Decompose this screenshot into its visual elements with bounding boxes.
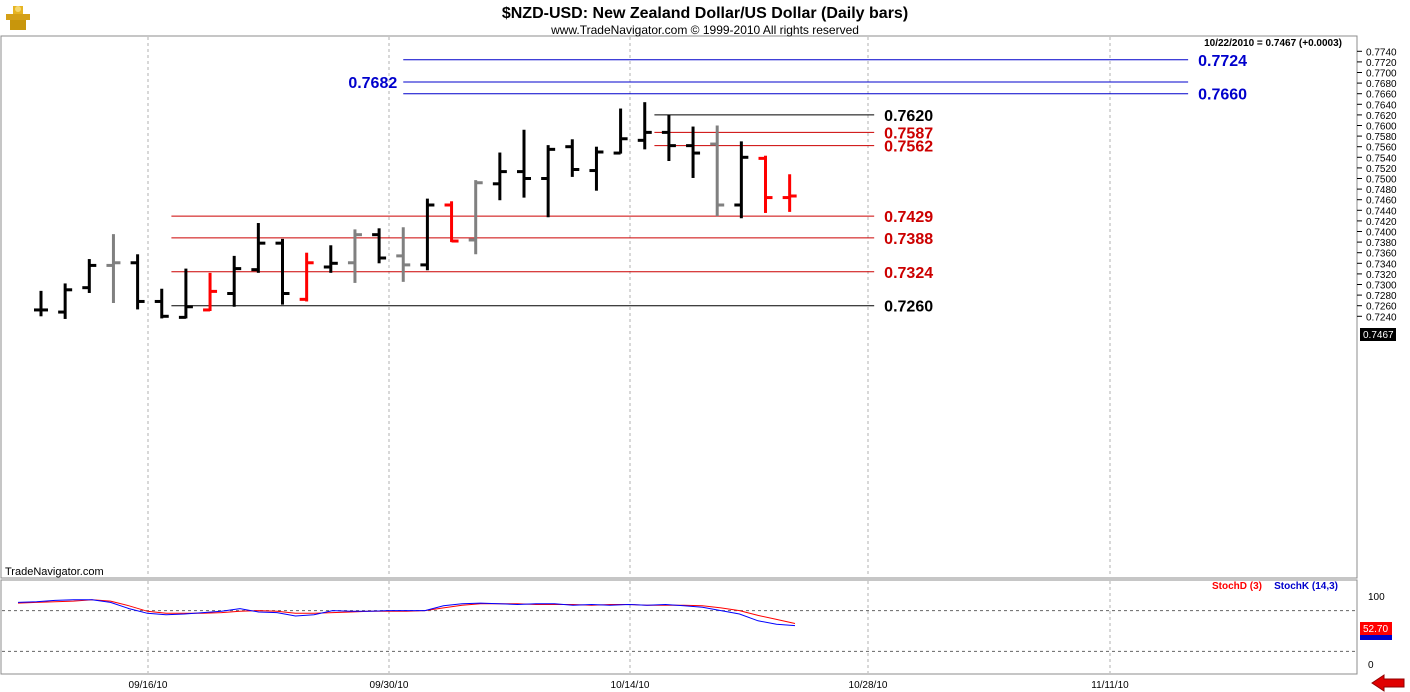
ohlc-bar [565,139,580,177]
date-tick-label: 09/30/10 [370,680,409,691]
price-tick-label: 0.7660 [1366,90,1397,101]
ohlc-bar [130,254,145,310]
date-tick-label: 11/11/10 [1091,680,1129,691]
stochd-line [17,599,796,624]
price-tick-label: 0.7400 [1366,228,1397,239]
last-quote-label: 10/22/2010 = 0.7467 (+0.0003) [1204,38,1342,49]
ohlc-bar [468,180,483,255]
level-label: 0.7620 [884,108,933,125]
ohlc-bar [299,252,314,302]
ohlc-bar [492,152,507,201]
price-tick-label: 0.7680 [1366,79,1397,90]
stoch-value-label: 52.70 [1363,624,1388,635]
ohlc-bar [420,198,435,271]
stoch-value-marker-under [1360,635,1392,640]
price-tick-label: 0.7300 [1366,281,1397,292]
grid-lines [2,37,1356,673]
level-label: 0.7724 [1198,53,1247,70]
price-tick-label: 0.7260 [1366,302,1397,313]
stochk-line [17,599,796,627]
level-label: 0.7388 [884,231,933,248]
level-label: 0.7682 [348,75,397,92]
date-tick-label: 10/28/10 [849,680,888,691]
level-label: 0.7324 [884,265,933,282]
last-price-label: 0.7467 [1363,330,1394,341]
price-tick-label: 0.7720 [1366,58,1397,69]
level-label: 0.7587 [884,125,933,142]
chart-subtitle: www.TradeNavigator.com © 1999-2010 All r… [550,23,859,37]
price-bars [34,102,797,319]
ohlc-bar [275,238,290,305]
ohlc-bar [444,201,459,243]
price-tick-label: 0.7240 [1366,312,1397,323]
price-tick-label: 0.7380 [1366,238,1397,249]
ohlc-bar [203,272,218,312]
price-tick-label: 0.7280 [1366,291,1397,302]
ohlc-bar [347,229,362,283]
price-tick-label: 0.7700 [1366,69,1397,80]
ohlc-bar [613,108,628,155]
price-tick-label: 0.7520 [1366,164,1397,175]
ohlc-bar [782,174,797,212]
price-tick-label: 0.7620 [1366,111,1397,122]
ohlc-bar [178,268,193,319]
level-label: 0.7660 [1198,87,1247,104]
level-label: 0.7260 [884,299,933,316]
trade-navigator-logo-icon [6,6,30,30]
price-tick-label: 0.7360 [1366,249,1397,260]
price-tick-label: 0.7480 [1366,185,1397,196]
chart-title: $NZD-USD: New Zealand Dollar/US Dollar (… [502,5,908,22]
price-tick-label: 0.7420 [1366,217,1397,228]
stoch-value-marker [1360,622,1392,635]
price-tick-label: 0.7500 [1366,175,1397,186]
ohlc-bar [227,255,242,307]
ohlc-bar [758,155,773,213]
price-tick-label: 0.7580 [1366,132,1397,143]
level-label: 0.7429 [884,209,933,226]
ohlc-bar [517,129,531,198]
price-panel-frame [0,35,1358,579]
price-tick-label: 0.7600 [1366,122,1397,133]
price-axis: 0.77400.77200.77000.76800.76600.76400.76… [1357,47,1397,638]
price-tick-label: 0.7460 [1366,196,1397,207]
ohlc-bar [637,102,652,150]
scroll-left-arrow-icon[interactable] [1371,674,1405,692]
ohlc-bar [34,290,48,317]
ohlc-bar [589,146,604,191]
level-label: 0.7562 [884,139,933,156]
stochk-legend: StochK (14,3) [1274,581,1338,592]
price-tick-label: 0.7640 [1366,100,1397,111]
ohlc-bar [396,227,411,282]
stoch-tick-100: 100 [1368,592,1385,603]
stoch-tick-0: 0 [1368,660,1374,671]
price-tick-label: 0.7440 [1366,206,1397,217]
ohlc-bar [372,228,387,264]
ohlc-bar [58,283,73,319]
price-tick-label: 0.7340 [1366,259,1397,270]
ohlc-bar [686,126,701,178]
last-price-marker [1360,328,1396,341]
date-axis: 09/16/10 09/30/10 10/14/10 10/28/10 11/11/10 [129,680,1130,691]
ohlc-bar [541,145,556,218]
ohlc-bar [251,223,266,273]
date-tick-label: 09/16/10 [129,680,168,691]
ohlc-bar [323,245,338,273]
ohlc-bar [106,234,121,304]
indicator-panel-frame [0,579,1358,675]
stochastic-lines [17,599,796,627]
price-tick-label: 0.7560 [1366,143,1397,154]
price-tick-label: 0.7740 [1366,47,1397,58]
ohlc-bar [154,288,169,319]
ohlc-bar [661,114,676,162]
date-tick-label: 10/14/10 [611,680,650,691]
ohlc-bar [82,259,97,293]
price-tick-label: 0.7320 [1366,270,1397,281]
price-tick-label: 0.7540 [1366,153,1397,164]
stochd-legend: StochD (3) [1212,581,1262,592]
ohlc-bar [734,141,749,219]
watermark: TradeNavigator.com [5,566,104,578]
ohlc-bar [710,125,725,217]
